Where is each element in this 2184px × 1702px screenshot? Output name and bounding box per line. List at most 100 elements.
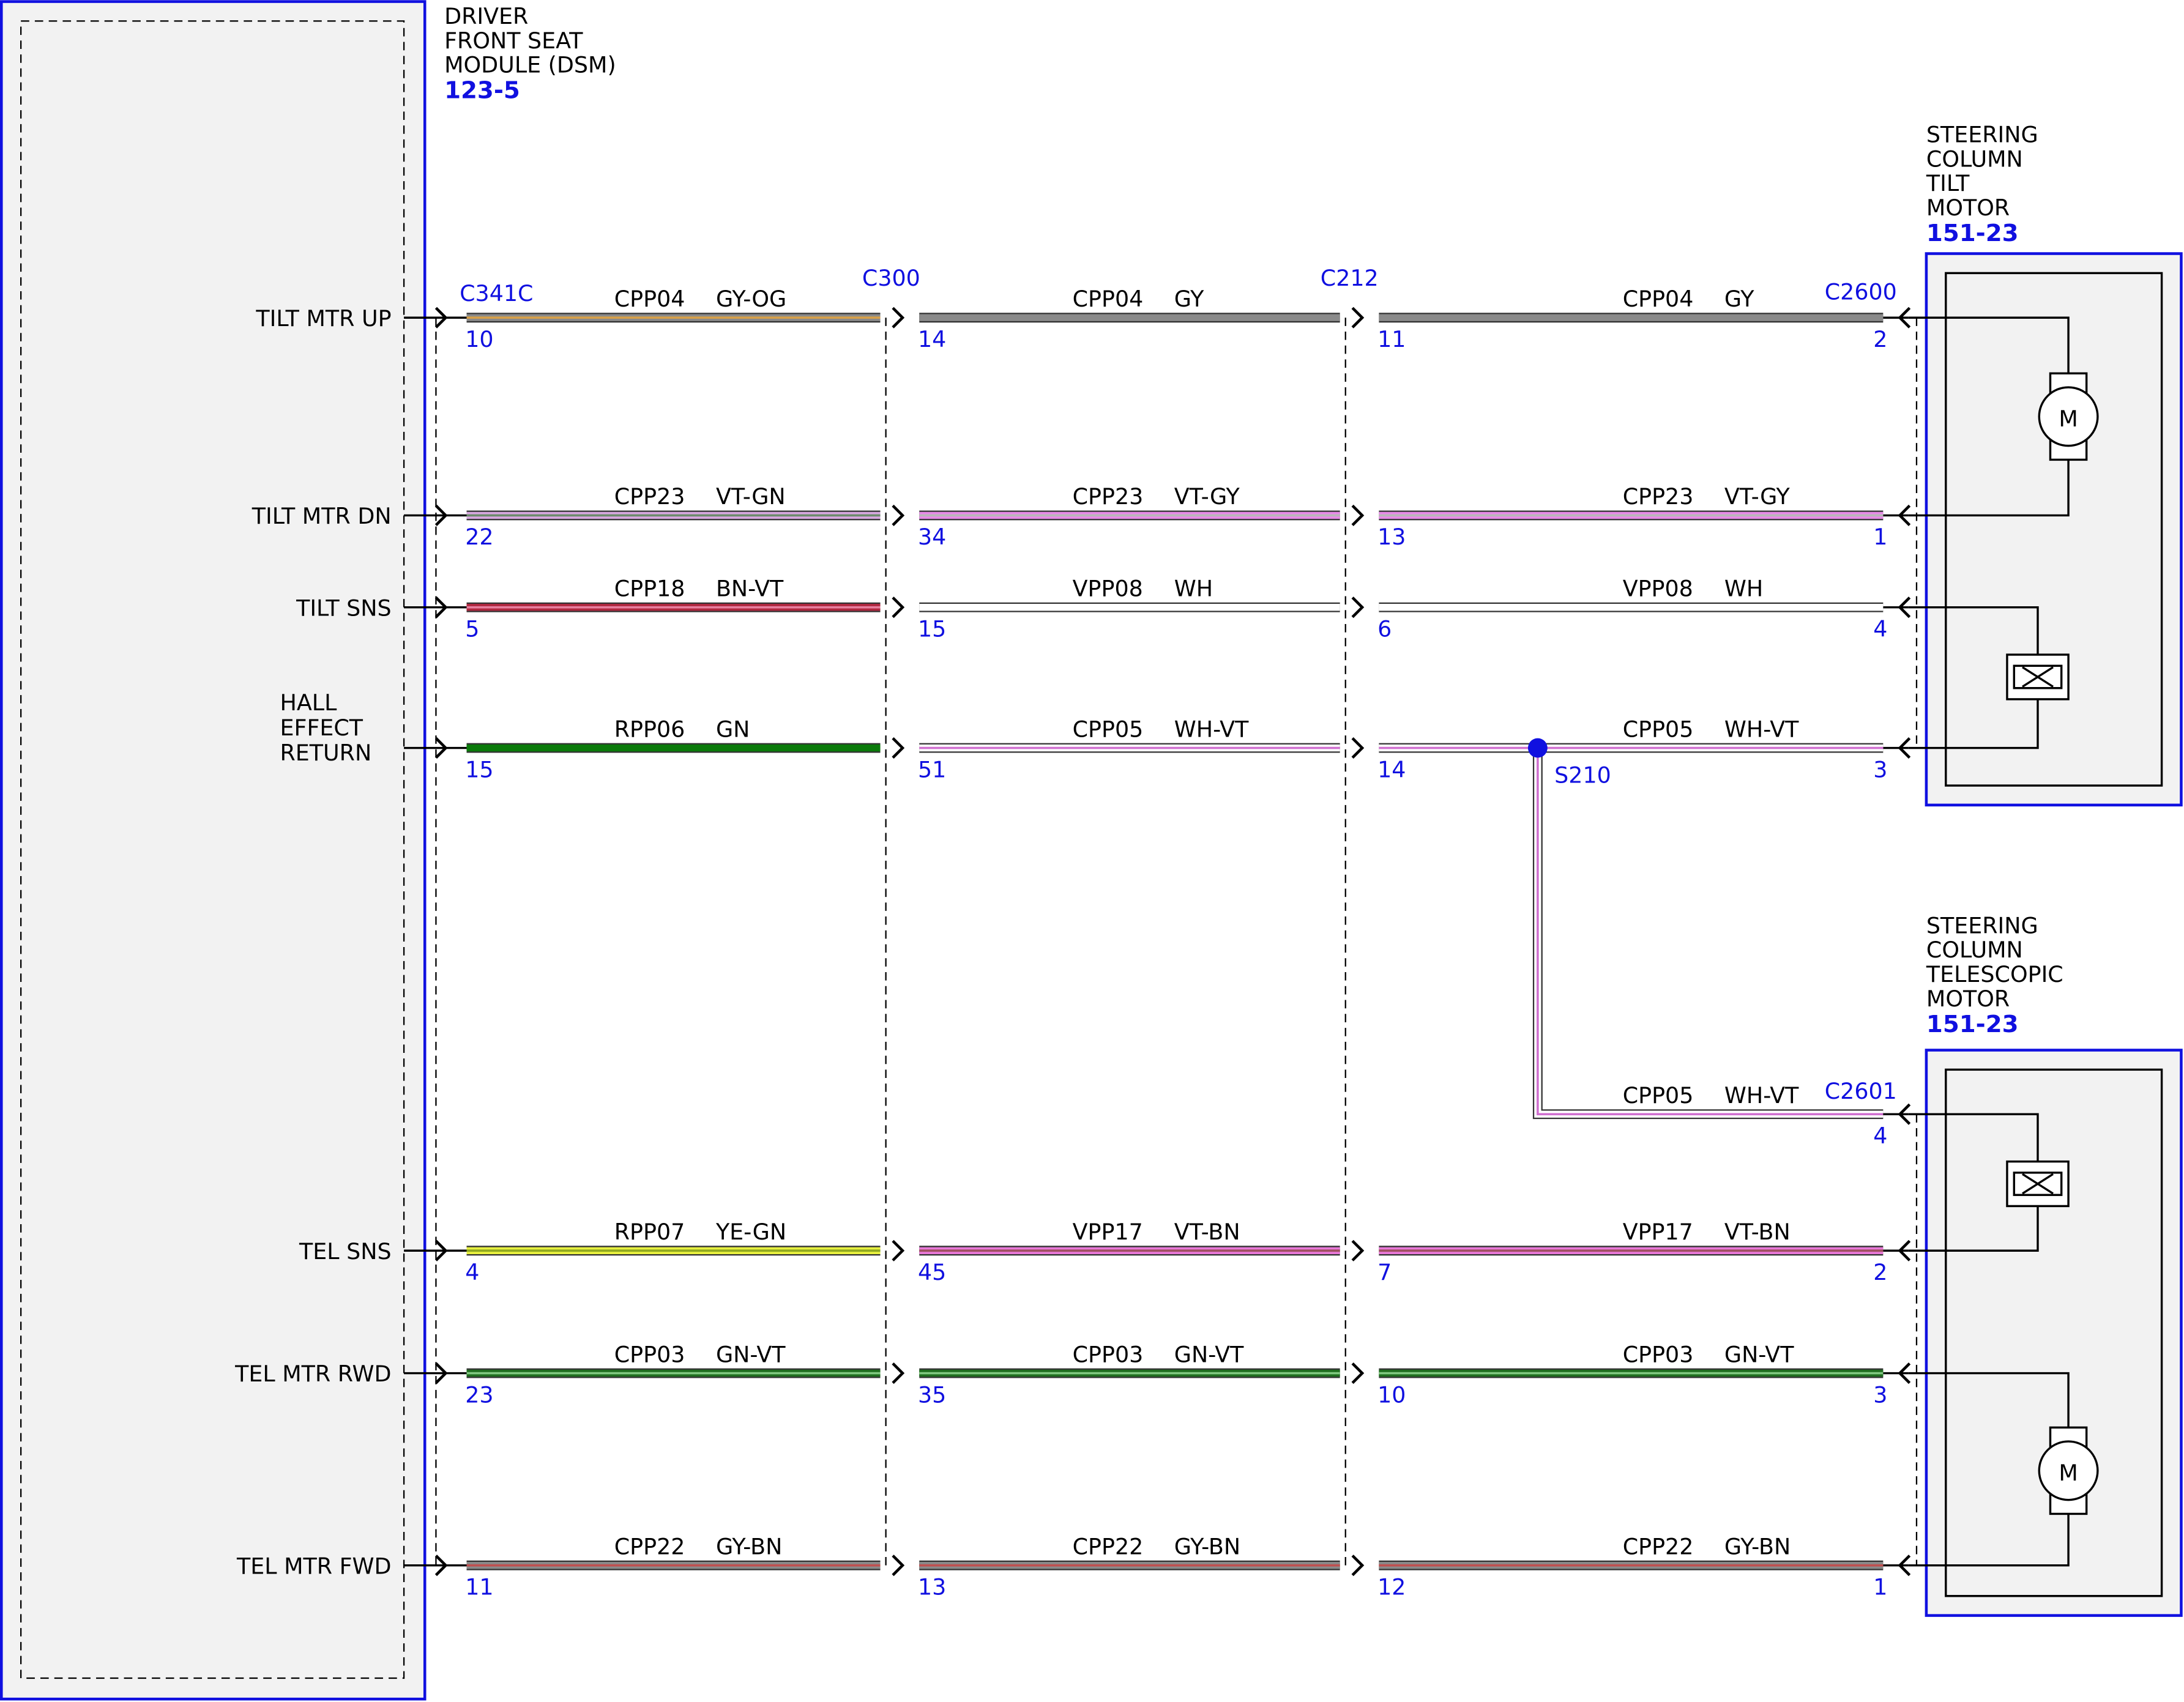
wire — [1534, 748, 1884, 1118]
connector-label: C300 — [862, 265, 920, 291]
color-label: VT-GN — [716, 483, 786, 510]
pin-label: 2 — [1873, 326, 1887, 352]
connector-arrow — [1351, 504, 1365, 526]
color-label: VT-GY — [1724, 483, 1791, 510]
connector-arrow — [434, 1555, 448, 1577]
signal-label: EFFECT — [280, 715, 363, 741]
circuit-label: VPP08 — [1073, 575, 1143, 601]
connector-arrow — [1351, 1239, 1365, 1262]
module-ref: 151-23 — [1926, 220, 2019, 247]
circuit-label: RPP07 — [614, 1219, 685, 1245]
color-label: GY-OG — [716, 286, 786, 312]
connector-arrow — [434, 596, 448, 619]
signal-label: TILT SNS — [296, 595, 392, 621]
color-label: GN-VT — [716, 1341, 786, 1367]
circuit-label: VPP08 — [1623, 575, 1693, 601]
pin-label: 11 — [465, 1574, 493, 1600]
connector-arrow — [1898, 307, 1911, 329]
color-label: GY-BN — [716, 1533, 782, 1559]
color-label: WH-VT — [1724, 716, 1799, 742]
pin-label: 4 — [465, 1259, 479, 1285]
pin-label: 7 — [1377, 1259, 1392, 1285]
color-label: BN-VT — [716, 575, 784, 601]
tel-symbols — [1908, 1113, 2099, 1567]
circuit-label: CPP23 — [1073, 483, 1144, 510]
circuit-label: CPP03 — [1623, 1341, 1694, 1367]
connector-arrow — [1351, 1555, 1365, 1577]
tel-box — [1925, 1049, 2183, 1617]
connector-arrow — [1351, 307, 1365, 329]
signal-label: HALL — [280, 689, 338, 716]
pin-label: 3 — [1873, 1381, 1887, 1408]
module-ref: 151-23 — [1926, 1011, 2019, 1038]
module-ref: 123-5 — [444, 77, 520, 105]
module-name: TELESCOPIC — [1926, 961, 2063, 987]
splice-dot — [1527, 738, 1548, 758]
connector-label: C2600 — [1825, 279, 1897, 305]
wire — [1537, 748, 1884, 1116]
signal-label: TEL MTR RWD — [234, 1361, 391, 1387]
signal-label: RETURN — [280, 740, 372, 766]
color-label: GN — [716, 716, 750, 742]
signal-label: TEL MTR FWD — [236, 1553, 392, 1579]
pin-label: 23 — [465, 1381, 493, 1408]
pin-label: 4 — [1873, 1123, 1887, 1149]
signal-label: TILT MTR UP — [255, 305, 391, 332]
connector-arrow — [1898, 1239, 1911, 1262]
color-label: GN-VT — [1724, 1341, 1794, 1367]
pin-label: 11 — [1377, 326, 1406, 352]
module-name: TILT — [1926, 170, 1970, 196]
color-label: WH-VT — [1174, 716, 1249, 742]
module-name: MOTOR — [1926, 986, 2010, 1012]
pin-label: 34 — [918, 524, 946, 550]
color-label: VT-GY — [1174, 483, 1240, 510]
circuit-label: CPP03 — [614, 1341, 685, 1367]
pin-label: 14 — [918, 326, 946, 352]
circuit-label: CPP22 — [1073, 1533, 1144, 1559]
connector-arrow — [892, 1239, 905, 1262]
circuit-label: VPP17 — [1073, 1219, 1143, 1245]
pin-label: 15 — [465, 756, 493, 782]
color-label: GY — [1174, 286, 1204, 312]
circuit-label: CPP04 — [1623, 286, 1694, 312]
module-name: FRONT SEAT — [444, 28, 583, 54]
pin-label: 1 — [1873, 1574, 1887, 1600]
connector-arrow — [434, 1239, 448, 1262]
module-name: COLUMN — [1926, 937, 2023, 963]
connector-arrow — [434, 504, 448, 526]
connector-lines — [435, 318, 1918, 1566]
color-label: WH — [1724, 575, 1763, 601]
circuit-label: CPP18 — [614, 575, 685, 601]
module-name: MODULE (DSM) — [444, 52, 616, 78]
connector-arrow — [892, 1555, 905, 1577]
color-label: GN-VT — [1174, 1341, 1244, 1367]
module-name: STEERING — [1926, 121, 2038, 147]
color-label: GY — [1724, 286, 1754, 312]
circuit-label: VPP17 — [1623, 1219, 1693, 1245]
tilt-symbols — [1908, 316, 2099, 749]
connector-arrow — [892, 504, 905, 526]
pin-label: 3 — [1873, 756, 1887, 782]
connector-arrow — [1351, 737, 1365, 759]
connector-arrow — [892, 596, 905, 619]
pin-label: 13 — [918, 1574, 946, 1600]
pin-label: 45 — [918, 1259, 946, 1285]
connector-arrow — [1898, 504, 1911, 526]
circuit-label: CPP03 — [1073, 1341, 1144, 1367]
pin-label: 14 — [1377, 756, 1406, 782]
dsm-inner — [20, 20, 405, 1679]
splice-label: S210 — [1554, 762, 1611, 788]
pin-label: 2 — [1873, 1259, 1887, 1285]
pin-label: 22 — [465, 524, 493, 550]
circuit-label: CPP05 — [1623, 1082, 1694, 1109]
connector-label: C341C — [460, 280, 533, 307]
color-label: VT-BN — [1724, 1219, 1791, 1245]
connector-arrow — [434, 307, 448, 329]
wire — [1532, 748, 1884, 1120]
color-label: YE-GN — [715, 1219, 786, 1245]
pin-label: 10 — [1377, 1381, 1406, 1408]
pin-label: 5 — [465, 615, 479, 642]
motor-label: M — [2059, 406, 2078, 432]
